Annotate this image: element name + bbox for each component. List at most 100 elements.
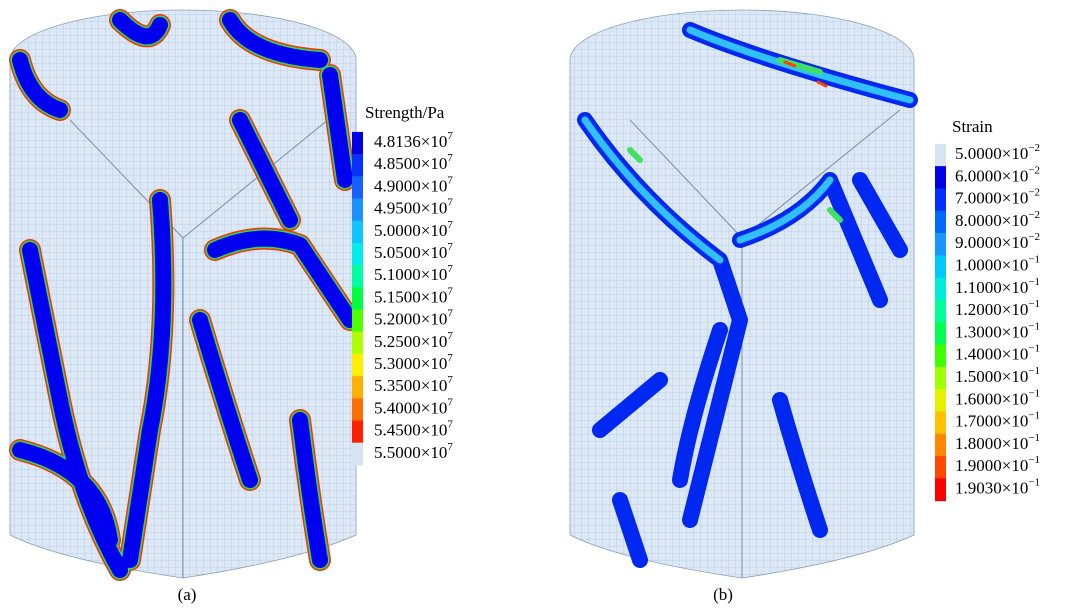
label-base: 5.2500×10 [374,332,447,351]
legend-label: 1.0000×10−1 [955,253,1040,274]
label-base: 5.3500×10 [374,376,447,395]
model-b [569,9,918,579]
label-exponent: −1 [1028,342,1040,354]
label-exponent: −2 [1028,186,1040,198]
legend-swatch [935,233,946,256]
label-exponent: 7 [447,374,453,386]
legend-label: 1.7000×10−1 [955,409,1040,430]
label-exponent: 7 [447,329,453,341]
label-base: 1.7000×10 [955,412,1028,431]
legend-swatch [935,277,946,301]
legend-swatch [352,242,363,266]
label-exponent: −1 [1028,409,1040,421]
legend-swatch [935,344,946,368]
label-base: 1.6000×10 [955,389,1028,408]
legend-swatch [935,255,946,279]
legend-label: 1.8000×10−1 [955,431,1040,452]
label-exponent: 7 [447,196,453,208]
legend-label: 1.4000×10−1 [955,342,1040,363]
label-base: 1.9030×10 [955,478,1028,497]
legend-swatch [935,478,946,502]
legend-swatch [935,210,946,234]
legend-title: Strain [952,117,993,136]
label-exponent: 7 [447,152,453,164]
legend-swatch [352,287,363,310]
label-exponent: −2 [1028,208,1040,220]
legend-label: 5.0500×107 [374,241,453,262]
legend-swatch [352,198,363,222]
legend-swatch [352,220,363,244]
label-base: 5.4000×10 [374,398,447,417]
legend-swatch [352,309,363,333]
legend-label: 4.8500×107 [374,152,453,173]
legend-swatch [935,166,946,189]
label-exponent: 7 [447,241,453,253]
label-exponent: −1 [1028,387,1040,399]
label-exponent: 7 [447,307,453,319]
legend-swatch [352,376,363,399]
legend-label: 5.3500×107 [374,374,453,395]
legend-label: 5.2500×107 [374,329,453,350]
label-base: 5.1500×10 [374,287,447,306]
label-exponent: −1 [1028,454,1040,466]
label-base: 4.9500×10 [374,199,447,218]
label-base: 1.2000×10 [955,300,1028,319]
label-exponent: −2 [1028,164,1040,176]
label-exponent: −2 [1028,231,1040,243]
label-exponent: 7 [447,396,453,408]
legend-label: 5.5000×107 [374,440,453,461]
legend-label: 9.0000×10−2 [955,231,1040,252]
legend-label: 7.0000×10−2 [955,186,1040,207]
legend-label: 4.9500×107 [374,196,453,217]
label-base: 1.0000×10 [955,255,1028,274]
label-base: 1.1000×10 [955,278,1028,297]
label-exponent: −1 [1028,320,1040,332]
label-base: 1.4000×10 [955,345,1028,364]
label-base: 1.3000×10 [955,322,1028,341]
model-a [9,9,361,581]
legend-label: 1.3000×10−1 [955,320,1040,341]
label-exponent: −2 [1028,142,1040,154]
label-exponent: 7 [447,285,453,297]
label-base: 5.0000×10 [374,221,447,240]
legend-swatch [935,411,946,435]
label-base: 5.5000×10 [374,443,447,462]
legend-label: 1.2000×10−1 [955,298,1040,319]
legend-label: 4.8136×107 [374,130,453,151]
caption: (b) [713,585,733,604]
label-base: 9.0000×10 [955,233,1028,252]
label-exponent: −1 [1028,476,1040,488]
legend-label: 1.9030×10−1 [955,476,1040,497]
legend-label: 5.1500×107 [374,285,453,306]
label-base: 5.4500×10 [374,421,447,440]
legend-swatch [352,398,363,421]
legend-swatch [352,265,363,288]
label-base: 1.5000×10 [955,367,1028,386]
label-base: 4.8500×10 [374,154,447,173]
label-exponent: 7 [447,440,453,452]
legend-title: Strength/Pa [365,103,445,122]
legend-label: 5.1000×107 [374,263,453,284]
label-exponent: 7 [447,130,453,142]
legend-swatch [352,176,363,199]
label-base: 5.3000×10 [374,354,447,373]
legend-label: 5.0000×107 [374,218,453,239]
label-exponent: −1 [1028,298,1040,310]
legend-label: 5.4500×107 [374,418,453,439]
legend-swatch [935,299,946,323]
legend-label: 5.4000×107 [374,396,453,417]
legend-swatch [352,331,363,355]
label-base: 1.9000×10 [955,456,1028,475]
label-exponent: 7 [447,174,453,186]
legend-swatch [935,366,946,390]
legend: Strain 5.0000×10−26.0000×10−27.0000×10−2… [935,117,1040,502]
label-exponent: 7 [447,352,453,364]
legend: Strength/Pa 4.8136×1074.8500×1074.9000×1… [352,103,453,466]
legend-swatch [935,389,946,412]
label-base: 5.1000×10 [374,265,447,284]
legend-swatch [935,188,946,212]
legend-swatch [935,456,946,479]
legend-label: 1.9000×10−1 [955,454,1040,475]
legend-label: 1.6000×10−1 [955,387,1040,408]
